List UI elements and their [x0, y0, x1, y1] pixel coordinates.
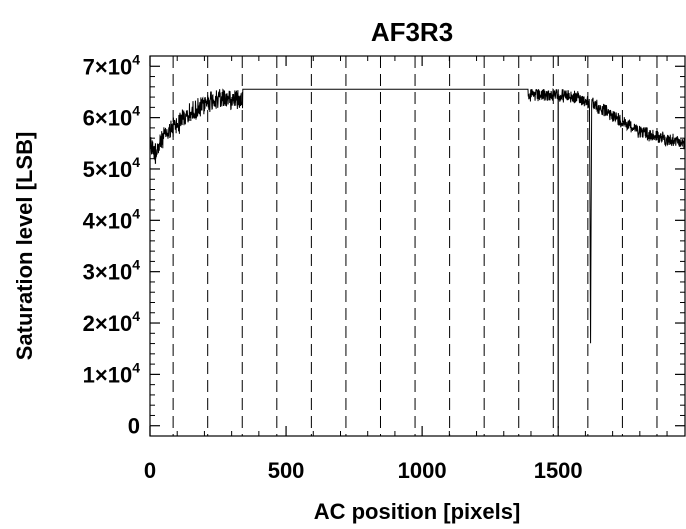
series-line-0 — [149, 88, 686, 344]
x-tick-label-2: 1000 — [398, 458, 447, 483]
y-tick-label-7: 7×104 — [83, 51, 141, 79]
series-layer — [149, 88, 686, 429]
y-tick-label-3: 3×104 — [83, 257, 141, 285]
x-axis-title: AC position [pixels] — [314, 499, 521, 524]
y-tick-label-2: 2×104 — [83, 308, 141, 336]
vertical-dashed-lines — [172, 56, 658, 436]
x-tick-label-0: 0 — [144, 458, 156, 483]
y-tick-label-0: 0 — [128, 414, 140, 439]
y-tick-label-6: 6×104 — [83, 103, 141, 131]
y-tick-label-1: 1×104 — [83, 359, 141, 387]
y-tick-labels: 0 1×104 2×104 3×104 4×104 5×104 6×104 7×104 — [83, 51, 141, 438]
plot-frame — [149, 55, 686, 437]
chart-title: AF3R3 — [371, 17, 453, 47]
x-tick-label-3: 1500 — [534, 458, 583, 483]
y-axis-title: Saturation level [LSB] — [12, 132, 37, 361]
x-tick-label-1: 500 — [268, 458, 305, 483]
x-tick-labels: 0 500 1000 1500 — [144, 458, 583, 483]
axis-ticks — [149, 56, 685, 436]
y-tick-label-5: 5×104 — [83, 154, 141, 182]
y-tick-label-4: 4×104 — [83, 205, 141, 233]
